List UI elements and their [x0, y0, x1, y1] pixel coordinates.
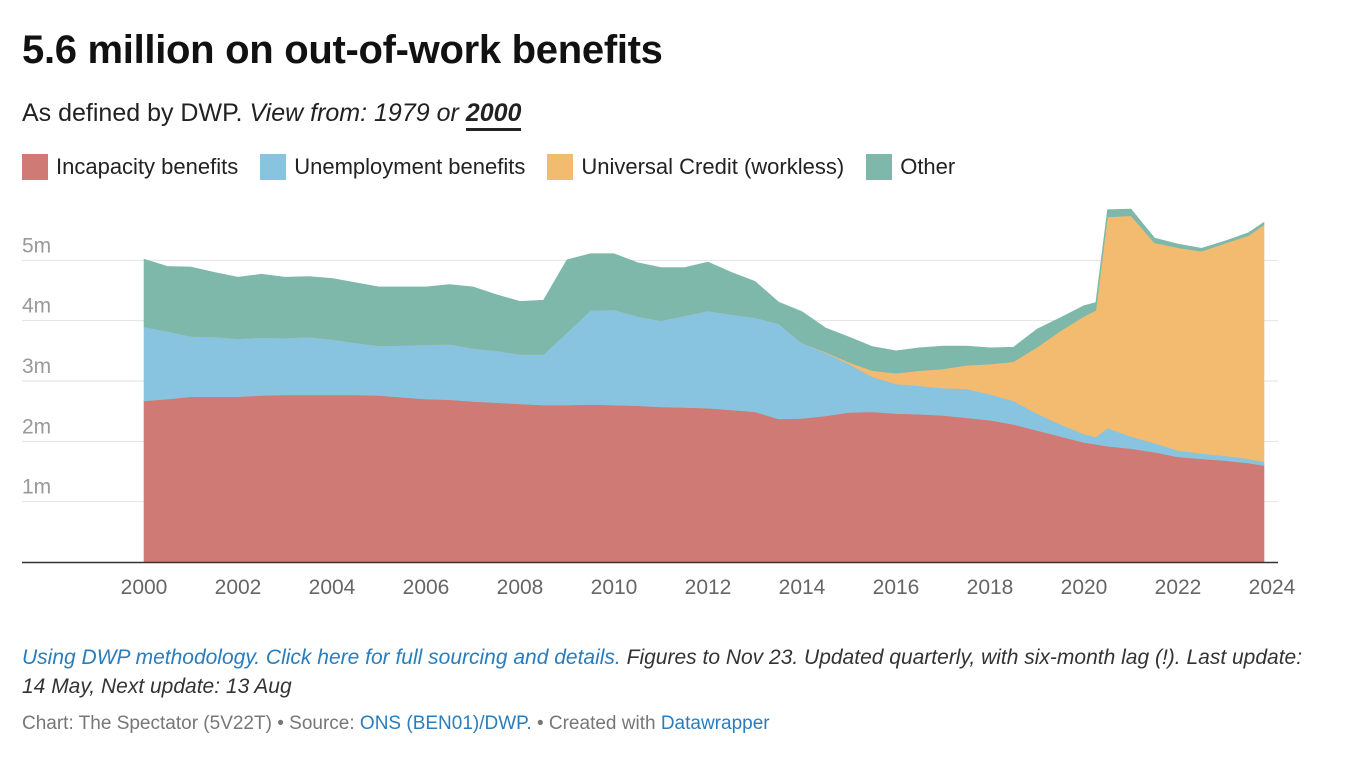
x-tick-label-2014: 2014: [779, 576, 826, 599]
source-link[interactable]: ONS (BEN01)/DWP.: [359, 713, 532, 734]
source-label: • Source:: [277, 713, 355, 734]
legend-swatch-incapacity: [22, 154, 48, 180]
x-tick-label-2020: 2020: [1061, 576, 1108, 599]
x-tick-label-2006: 2006: [403, 576, 450, 599]
legend-swatch-universal-credit: [547, 154, 574, 180]
x-tick-label-2008: 2008: [497, 576, 544, 599]
x-tick-label-2012: 2012: [685, 576, 732, 599]
y-axis-ticks: 1m 2m 3m 4m 5m: [22, 234, 51, 498]
notes-text: Figures to Nov 23. Updated quarterly, wi…: [22, 646, 1303, 698]
area-other: [143, 208, 1265, 374]
or-label: or: [436, 99, 459, 127]
datawrapper-link[interactable]: Datawrapper: [660, 713, 770, 734]
chart-title: 5.6 million on out-of-work benefits: [22, 28, 663, 72]
x-tick-label-2000: 2000: [121, 576, 168, 599]
view-from-2000-button[interactable]: 2000: [465, 99, 522, 131]
chart-notes: Using DWP methodology. Click here for fu…: [22, 643, 1312, 701]
x-tick-label-2002: 2002: [215, 576, 262, 599]
x-tick-label-2022: 2022: [1155, 576, 1202, 599]
legend-label-other: Other: [900, 154, 956, 179]
methodology-link[interactable]: Using DWP methodology. Click here for fu…: [22, 646, 621, 669]
legend-swatch-other: [866, 154, 893, 180]
y-tick-label-1m: 1m: [22, 476, 51, 499]
chart-footer: Chart: The Spectator (5V22T) • Source: O…: [22, 710, 770, 738]
legend-item-universal-credit: Universal Credit (workless): [547, 154, 844, 180]
y-tick-label-4m: 4m: [22, 295, 51, 318]
legend-item-incapacity: Incapacity benefits: [22, 154, 238, 180]
chart-legend: Incapacity benefits Unemployment benefit…: [22, 154, 977, 180]
series-areas: [143, 208, 1265, 563]
y-tick-label-2m: 2m: [22, 415, 51, 438]
subtitle-text: As defined by DWP.: [22, 99, 243, 127]
y-tick-label-5m: 5m: [22, 234, 51, 257]
x-tick-label-2010: 2010: [591, 576, 638, 599]
legend-label-universal-credit: Universal Credit (workless): [581, 154, 845, 179]
chart-subtitle: As defined by DWP. View from: 1979 or 20…: [22, 96, 522, 131]
view-from-label: View from:: [249, 99, 368, 127]
legend-item-unemployment: Unemployment benefits: [260, 154, 525, 180]
chart-credit: Chart: The Spectator (5V22T): [22, 713, 272, 734]
y-tick-label-3m: 3m: [22, 355, 51, 378]
x-axis: 2000 2002 2004 2006 2008 2010 2012 2014 2016 2018…: [22, 561, 1296, 599]
x-tick-label-2024: 2024: [1249, 576, 1296, 599]
legend-swatch-unemployment: [260, 154, 287, 180]
x-tick-label-2004: 2004: [309, 576, 356, 599]
legend-label-incapacity: Incapacity benefits: [56, 154, 239, 179]
view-from-1979-button[interactable]: 1979: [374, 99, 430, 127]
created-with-label: • Created with: [536, 713, 656, 734]
legend-label-unemployment: Unemployment benefits: [294, 154, 526, 179]
x-tick-label-2018: 2018: [967, 576, 1014, 599]
legend-item-other: Other: [866, 154, 955, 180]
x-tick-label-2016: 2016: [873, 576, 920, 599]
